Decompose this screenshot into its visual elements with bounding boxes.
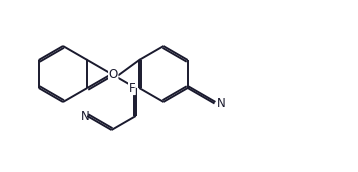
Text: O: O [108, 68, 118, 82]
Text: N: N [217, 96, 226, 110]
Text: N: N [81, 110, 90, 122]
Text: F: F [129, 82, 135, 94]
